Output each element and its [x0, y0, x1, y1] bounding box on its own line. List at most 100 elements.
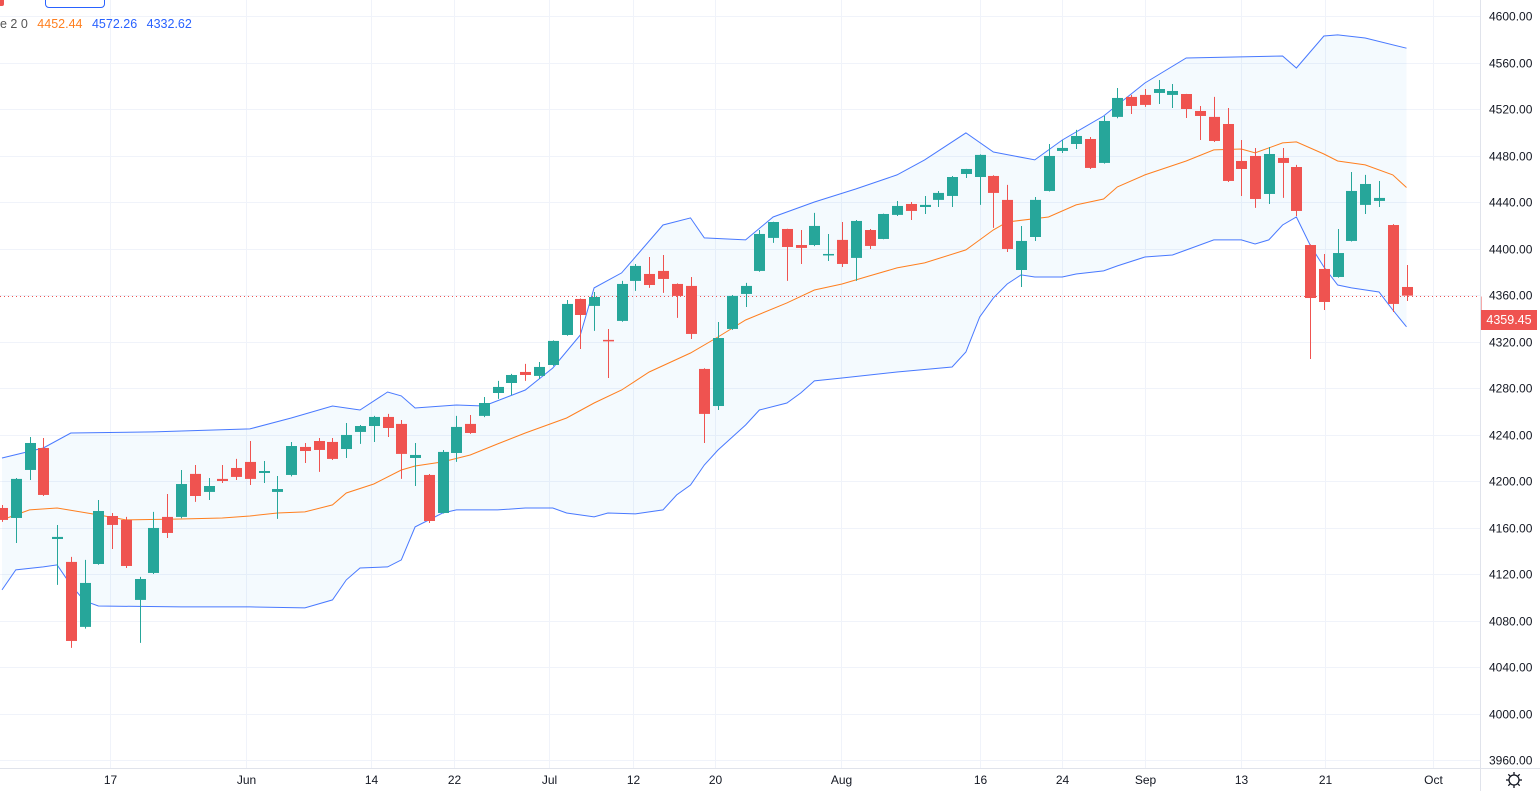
candle-body [658, 270, 669, 279]
candle-body [1071, 135, 1082, 144]
candle-up [259, 461, 270, 483]
candle-body [1291, 167, 1302, 211]
candle-down [906, 202, 917, 221]
price-tick-label: 4080.00 [1489, 615, 1533, 629]
candle-body [80, 582, 91, 627]
candle-body [782, 228, 793, 247]
candle-body [1388, 225, 1399, 304]
price-axis[interactable]: 4600.00 4560.00 4520.00 4480.00 4440.00 4400.… [1489, 10, 1533, 768]
price-tick-label: 4240.00 [1489, 429, 1533, 443]
candle-up [1374, 180, 1385, 207]
candle-down [644, 256, 655, 288]
candle-body [11, 478, 22, 518]
candle-down [121, 516, 132, 568]
candle-body [1016, 240, 1027, 271]
candle-down [603, 328, 614, 379]
candle-body [66, 561, 77, 641]
legend-basis-value: 4452.44 [37, 17, 83, 31]
candle-up [1167, 84, 1178, 108]
candle-body [1278, 157, 1289, 163]
candle-body [52, 536, 63, 540]
candle-down [1140, 89, 1151, 107]
candle-body [148, 527, 159, 573]
candle-up [1112, 87, 1123, 119]
candle-up [947, 175, 958, 207]
candle-up [135, 576, 146, 643]
candles [0, 79, 1413, 648]
toolbar-button[interactable] [45, 0, 105, 8]
candle-down [107, 512, 118, 550]
time-tick-label: 12 [627, 773, 641, 787]
candle-body [1154, 89, 1165, 93]
candle-body [1167, 90, 1178, 95]
candle-body [1223, 123, 1234, 181]
candle-up [1360, 174, 1371, 214]
candle-down [988, 175, 999, 228]
candle-body [933, 192, 944, 200]
time-tick-label: Jun [237, 773, 256, 787]
candle-body [327, 441, 338, 459]
candle-body [383, 416, 394, 428]
candle-up [809, 212, 820, 247]
legend-label: e 2 0 [0, 17, 28, 31]
candle-body [1402, 286, 1413, 296]
candle-body [176, 484, 187, 517]
candle-down [217, 464, 228, 483]
candle-down [1402, 265, 1413, 302]
candle-body [286, 446, 297, 475]
price-tick-label: 4160.00 [1489, 522, 1533, 536]
candle-down [796, 230, 807, 264]
candle-body [1305, 245, 1316, 299]
candle-up [548, 340, 559, 366]
candle-body [272, 489, 283, 492]
candle-up [878, 213, 889, 240]
candle-down [38, 437, 49, 496]
candle-body [1099, 120, 1110, 163]
candle-up [272, 476, 283, 519]
candle-body [837, 239, 848, 264]
candle-body [589, 296, 600, 306]
price-tick-label: 4360.00 [1489, 289, 1533, 303]
candle-down [865, 228, 876, 249]
candle-down [1223, 107, 1234, 183]
price-tick-label: 4560.00 [1489, 57, 1533, 71]
candle-body [617, 283, 628, 321]
candle-down [1388, 224, 1399, 312]
candle-down [1085, 137, 1096, 169]
price-tick-label: 4480.00 [1489, 150, 1533, 164]
candle-up [1154, 79, 1165, 105]
candle-body [162, 516, 173, 533]
candle-body [135, 578, 146, 600]
candle-up [975, 154, 986, 205]
candle-down [699, 368, 710, 443]
candle-body [1002, 199, 1013, 249]
candle-down [686, 276, 697, 339]
gear-icon[interactable] [1503, 768, 1525, 790]
time-tick-label: 13 [1235, 773, 1249, 787]
candle-body [259, 471, 270, 473]
time-axis[interactable]: 17 Jun 14 22 Jul 12 20 Aug 16 24 Sep 13 21 Oct [104, 773, 1444, 787]
candle-body [865, 230, 876, 246]
candle-body [1236, 160, 1247, 169]
candle-body [768, 221, 779, 238]
candle-up [534, 361, 545, 379]
candle-down [465, 414, 476, 434]
candle-down [383, 413, 394, 437]
candle-up [93, 499, 104, 565]
candle-body [1264, 153, 1275, 194]
candle-up [823, 233, 834, 261]
last-price-label: 4359.45 [1481, 310, 1537, 330]
candle-body [947, 177, 958, 196]
indicator-legend[interactable]: e 2 0 4452.44 4572.26 4332.62 [0, 17, 198, 31]
candle-body [204, 485, 215, 492]
candle-down [1181, 93, 1192, 118]
candle-body [809, 225, 820, 246]
candle-up [768, 221, 779, 243]
candle-body [465, 423, 476, 433]
candle-up [148, 511, 159, 574]
candle-body [823, 253, 834, 256]
price-tick-label: 4600.00 [1489, 10, 1533, 24]
time-tick-label: 14 [365, 773, 379, 787]
candle-down [300, 442, 311, 463]
